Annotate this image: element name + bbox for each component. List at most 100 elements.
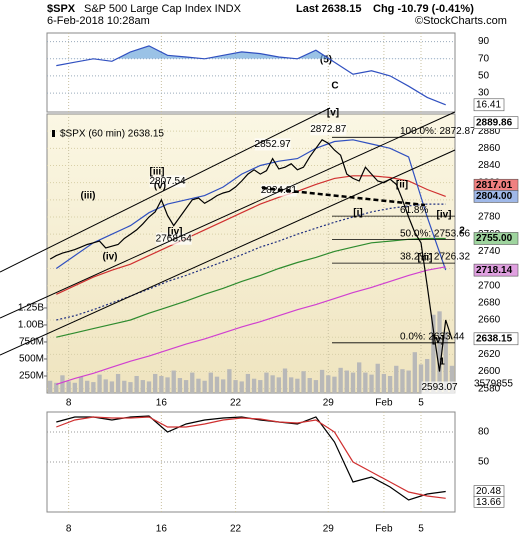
y-tick-label: 2700 bbox=[478, 280, 501, 291]
volume-bar bbox=[437, 311, 442, 393]
volume-bar bbox=[208, 372, 213, 393]
volume-tick-label: 500M bbox=[19, 354, 44, 365]
symbol: $SPX bbox=[47, 3, 76, 15]
volume-bar bbox=[264, 372, 269, 393]
rsi-tick-label: 50 bbox=[478, 71, 490, 82]
rsi-tick-label: 70 bbox=[478, 53, 490, 64]
right-label: 2817.01 bbox=[476, 180, 513, 191]
x-tick-label: 5 bbox=[418, 398, 424, 409]
wave-label: 2 bbox=[459, 226, 465, 237]
volume-bar bbox=[134, 375, 139, 393]
wave-label: [iii] bbox=[418, 253, 433, 264]
price-label-box bbox=[421, 381, 458, 394]
fib-label: 61.8% bbox=[400, 205, 428, 216]
wave-label: [v] bbox=[432, 335, 444, 346]
volume-bar bbox=[418, 364, 424, 393]
stoch-tick-label: 80 bbox=[478, 427, 490, 438]
volume-tick-label: 1.00B bbox=[18, 320, 44, 331]
price-label: 2593.07 bbox=[421, 382, 458, 393]
x-tick-label: Feb bbox=[375, 398, 393, 409]
volume-bar bbox=[190, 372, 195, 393]
right-label-box bbox=[473, 263, 519, 277]
wave-label: [iv] bbox=[437, 210, 452, 221]
volume-bar bbox=[171, 370, 176, 393]
wave-label: [iii] bbox=[150, 167, 165, 178]
fib-label: 100.0%: 2872.87 bbox=[400, 126, 476, 137]
stoch-last-label: 13.66 bbox=[476, 497, 501, 508]
right-label: 2804.00 bbox=[476, 191, 513, 202]
stoch-last-label: 20.48 bbox=[476, 486, 501, 497]
moving-average bbox=[55, 139, 447, 271]
y-tick-label: 2680 bbox=[478, 298, 501, 309]
volume-bar bbox=[295, 378, 300, 393]
volume-bar bbox=[289, 377, 294, 393]
volume-bar bbox=[400, 369, 405, 393]
moving-average bbox=[56, 175, 446, 295]
volume-bar bbox=[282, 368, 288, 393]
rsi-tick-label: 30 bbox=[478, 88, 490, 99]
volume-bar bbox=[301, 371, 306, 393]
volume-bar bbox=[202, 380, 207, 393]
fib-label: 50.0%: 2753.66 bbox=[400, 228, 470, 239]
volume-bar bbox=[276, 377, 281, 393]
volume-bar bbox=[258, 380, 263, 393]
volume-bar bbox=[394, 365, 399, 393]
y-tick-label: 2780 bbox=[478, 212, 501, 223]
price-label: 2852.97 bbox=[255, 139, 292, 150]
volume-bar bbox=[78, 376, 84, 393]
legend: $SPX (60 min) 2638.15 bbox=[60, 129, 164, 140]
y-tick-label: 2600 bbox=[478, 366, 501, 377]
price-label-box bbox=[310, 123, 347, 136]
x-tick-label: 16 bbox=[156, 524, 168, 535]
y-tick-label: 2880 bbox=[478, 126, 501, 137]
channel-line bbox=[0, 111, 456, 319]
volume-bar bbox=[47, 380, 53, 393]
right-label-box bbox=[473, 116, 519, 130]
volume-bar bbox=[153, 373, 158, 393]
volume-bar bbox=[128, 382, 133, 393]
moving-average bbox=[56, 237, 446, 338]
volume-bar bbox=[307, 378, 312, 393]
x-tick-label: 5 bbox=[418, 524, 424, 535]
volume-bar bbox=[270, 375, 275, 393]
fib-label: 38.2%: 2726.32 bbox=[400, 252, 470, 263]
wave-label: [iv] bbox=[168, 227, 183, 238]
right-label-box bbox=[473, 190, 519, 203]
volume-bar bbox=[375, 363, 380, 393]
wave-label: [v] bbox=[327, 108, 339, 119]
stoch-line bbox=[56, 416, 446, 499]
volume-bar bbox=[369, 374, 374, 393]
volume-bar bbox=[239, 381, 244, 393]
x-tick-label: 22 bbox=[230, 524, 242, 535]
x-tick-label: 22 bbox=[230, 398, 242, 409]
wave-label: (v) bbox=[154, 181, 166, 192]
rsi-last-box bbox=[473, 98, 505, 112]
volume-bar bbox=[109, 381, 115, 393]
wave-label: (iii) bbox=[81, 191, 96, 202]
moving-average bbox=[56, 266, 446, 385]
volume-bar bbox=[431, 314, 436, 393]
rsi-last-label: 16.41 bbox=[476, 99, 501, 110]
volume-bar bbox=[338, 367, 343, 393]
volume-bar bbox=[115, 373, 121, 393]
right-label-box bbox=[473, 232, 519, 245]
volume-bar bbox=[251, 378, 257, 393]
volume-bar bbox=[72, 382, 77, 393]
volume-bar bbox=[66, 381, 71, 393]
volume-bar bbox=[363, 372, 368, 393]
change: Chg -10.79 (-0.41%) bbox=[373, 3, 474, 15]
volume-bar bbox=[357, 362, 362, 393]
wave-label: [i] bbox=[353, 208, 362, 219]
right-label: 2718.14 bbox=[476, 265, 513, 276]
wave-label: C bbox=[331, 81, 338, 92]
right-label: 2755.00 bbox=[476, 233, 513, 244]
price-label: 2807.54 bbox=[149, 176, 186, 187]
volume-bar bbox=[245, 373, 251, 393]
x-tick-label: 8 bbox=[66, 398, 72, 409]
last-price: Last 2638.15 bbox=[296, 3, 361, 15]
volume-bar bbox=[326, 375, 331, 393]
volume-bar bbox=[406, 370, 411, 393]
volume-bar bbox=[97, 374, 102, 393]
y-tick-label: 2840 bbox=[478, 160, 501, 171]
